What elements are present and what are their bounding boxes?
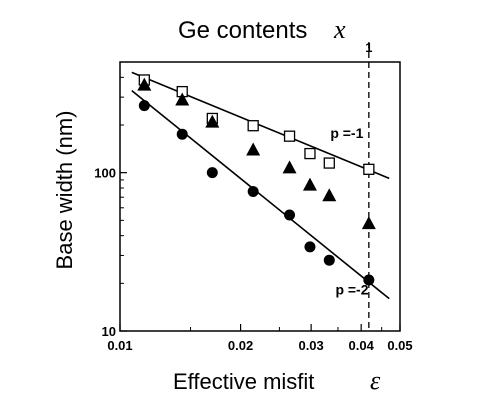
data-point-square [247, 120, 259, 132]
data-point-square [323, 157, 335, 169]
plot-frame [119, 61, 401, 332]
data-point-circle [363, 274, 375, 286]
data-point-triangle [302, 177, 317, 191]
data-point-triangle [205, 114, 220, 128]
y-axis-label: Base width (nm) [52, 111, 77, 270]
x-tick-label: 0.04 [349, 338, 375, 353]
fit-line [131, 89, 390, 300]
data-point-circle [323, 254, 335, 266]
x-tick-label: 0.02 [228, 338, 253, 353]
plot-area: 0.01 0.02 0.03 0.04 0.05 10 100 p =-1 p =-2 [94, 42, 413, 353]
fit-line [131, 71, 390, 180]
x-axis-label: Effective misfit [173, 369, 314, 394]
data-point-triangle [246, 142, 261, 156]
y-tick-label: 10 [102, 324, 116, 339]
data-point-circle [176, 128, 188, 140]
top-axis-title-symbol: x [333, 15, 346, 44]
data-point-triangle [361, 216, 376, 230]
data-point-circle [284, 209, 296, 221]
fit-line-label: p =-1 [330, 125, 363, 141]
fit-line-label: p =-2 [335, 282, 368, 298]
data-point-square [304, 147, 316, 160]
data-point-circle [304, 241, 316, 253]
x-tick-label: 0.05 [387, 338, 412, 353]
data-point-circle [206, 167, 218, 179]
x-axis-label-symbol: ε [370, 366, 381, 395]
data-point-triangle [282, 160, 297, 174]
data-point-triangle [137, 77, 152, 91]
data-point-circle [247, 186, 259, 198]
y-tick-label: 100 [94, 166, 116, 181]
x-tick-label: 0.03 [298, 338, 323, 353]
data-point-square [283, 130, 296, 142]
top-axis-title: Ge contents [178, 17, 307, 44]
x-tick-label: 0.01 [107, 338, 132, 353]
data-point-square [363, 163, 375, 175]
data-point-triangle [175, 92, 190, 106]
data-point-circle [138, 100, 150, 112]
data-point-triangle [322, 188, 337, 202]
